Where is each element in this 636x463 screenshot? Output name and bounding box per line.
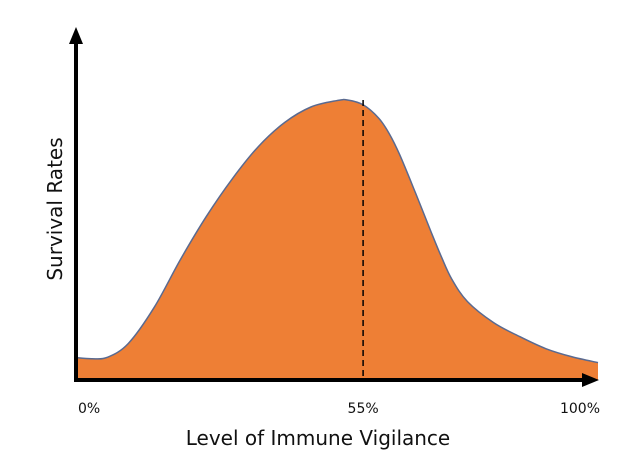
- labels: Survival Rates Level of Immune Vigilance…: [43, 137, 600, 450]
- x-tick-label: 55%: [348, 401, 379, 417]
- x-tick-label: 0%: [78, 401, 100, 417]
- y-axis-arrow: [69, 27, 83, 44]
- x-axis-title: Level of Immune Vigilance: [186, 426, 451, 450]
- x-tick-label: 100%: [560, 401, 600, 417]
- area-fill: [76, 99, 598, 380]
- axes: [69, 27, 599, 387]
- y-axis-title: Survival Rates: [43, 137, 67, 280]
- x-axis-arrow: [582, 373, 599, 387]
- plot-area: [75, 98, 599, 380]
